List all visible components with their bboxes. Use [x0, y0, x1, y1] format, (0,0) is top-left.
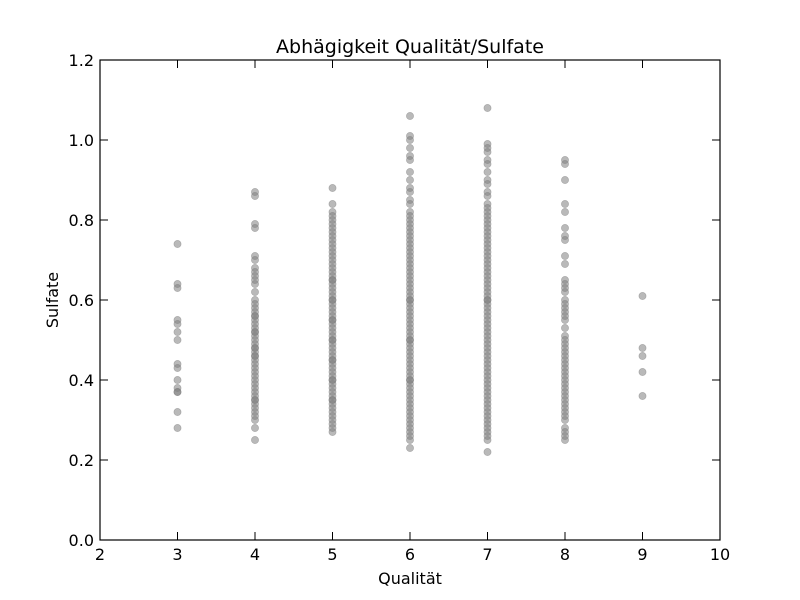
data-point [561, 252, 569, 260]
data-point [561, 288, 569, 296]
data-point [561, 160, 569, 168]
data-point [173, 284, 182, 292]
data-point [561, 224, 569, 232]
data-point [561, 208, 569, 216]
data-point [173, 388, 182, 396]
y-tick-label: 0.4 [69, 371, 94, 390]
data-point [483, 160, 492, 168]
data-point [483, 436, 492, 444]
x-tick-label: 9 [637, 545, 647, 564]
data-point [406, 156, 414, 164]
data-point [406, 436, 414, 444]
data-point [251, 256, 259, 264]
x-tick-label: 3 [172, 545, 182, 564]
data-point [251, 224, 259, 232]
data-point [483, 296, 492, 304]
x-tick-label: 10 [710, 545, 730, 564]
data-point [173, 336, 182, 344]
data-point [483, 104, 492, 112]
data-point [561, 360, 569, 368]
data-point [638, 352, 647, 360]
data-point [561, 260, 569, 268]
data-point [173, 408, 182, 416]
x-tick-label: 5 [327, 545, 337, 564]
data-point [328, 428, 337, 436]
x-axis-label: Qualität [378, 569, 442, 588]
data-point [483, 168, 492, 176]
data-point [483, 180, 492, 188]
data-point [483, 448, 492, 456]
data-point [561, 436, 569, 444]
data-point [406, 444, 414, 452]
data-point [251, 372, 259, 380]
data-point [251, 288, 259, 296]
data-point [251, 396, 259, 404]
data-point [638, 368, 647, 376]
data-point [561, 416, 569, 424]
data-point [406, 376, 414, 384]
data-points [173, 104, 647, 456]
chart-title: Abhägigkeit Qualität/Sulfate [276, 36, 544, 58]
data-point [638, 344, 647, 352]
data-point [251, 192, 259, 200]
y-axis-label: Sulfate [43, 272, 62, 328]
data-point [406, 188, 414, 196]
data-point [406, 144, 414, 152]
y-tick-label: 0.6 [69, 291, 94, 310]
data-point [251, 352, 259, 360]
data-point [328, 316, 337, 324]
data-point [328, 276, 337, 284]
data-point [561, 200, 569, 208]
data-point [251, 312, 259, 320]
y-axis-ticks: 0.0 0.2 0.4 0.6 0.8 1.0 1.2 [69, 51, 720, 550]
data-point [406, 136, 414, 144]
y-tick-label: 0.8 [69, 211, 94, 230]
data-point [328, 376, 337, 384]
data-point [406, 336, 414, 344]
data-point [483, 192, 492, 200]
x-tick-label: 7 [482, 545, 492, 564]
y-tick-label: 0.0 [69, 531, 94, 550]
data-point [328, 200, 337, 208]
data-point [173, 320, 182, 328]
data-point [406, 296, 414, 304]
data-point [406, 112, 414, 120]
data-point [406, 168, 414, 176]
data-point [328, 184, 337, 192]
data-point [173, 240, 182, 248]
data-point [328, 356, 337, 364]
data-point [251, 416, 259, 424]
data-point [406, 200, 414, 208]
data-point [561, 316, 569, 324]
data-point [638, 392, 647, 400]
data-point [483, 148, 492, 156]
data-point [173, 328, 182, 336]
x-tick-label: 4 [250, 545, 260, 564]
x-tick-label: 6 [405, 545, 415, 564]
data-point [561, 176, 569, 184]
data-point [328, 336, 337, 344]
data-point [251, 424, 259, 432]
data-point [251, 436, 259, 444]
data-point [251, 280, 259, 288]
data-point [251, 344, 259, 352]
y-tick-label: 1.2 [69, 51, 94, 70]
x-axis-ticks: 2 3 4 5 6 7 8 9 10 [95, 60, 730, 564]
data-point [173, 376, 182, 384]
y-tick-label: 0.2 [69, 451, 94, 470]
data-point [406, 176, 414, 184]
data-point [328, 396, 337, 404]
x-tick-label: 2 [95, 545, 105, 564]
data-point [328, 296, 337, 304]
y-tick-label: 1.0 [69, 131, 94, 150]
data-point [561, 236, 569, 244]
data-point [173, 424, 182, 432]
x-tick-label: 8 [560, 545, 570, 564]
data-point [561, 324, 569, 332]
data-point [638, 292, 647, 300]
data-point [251, 328, 259, 336]
data-point [173, 364, 182, 372]
